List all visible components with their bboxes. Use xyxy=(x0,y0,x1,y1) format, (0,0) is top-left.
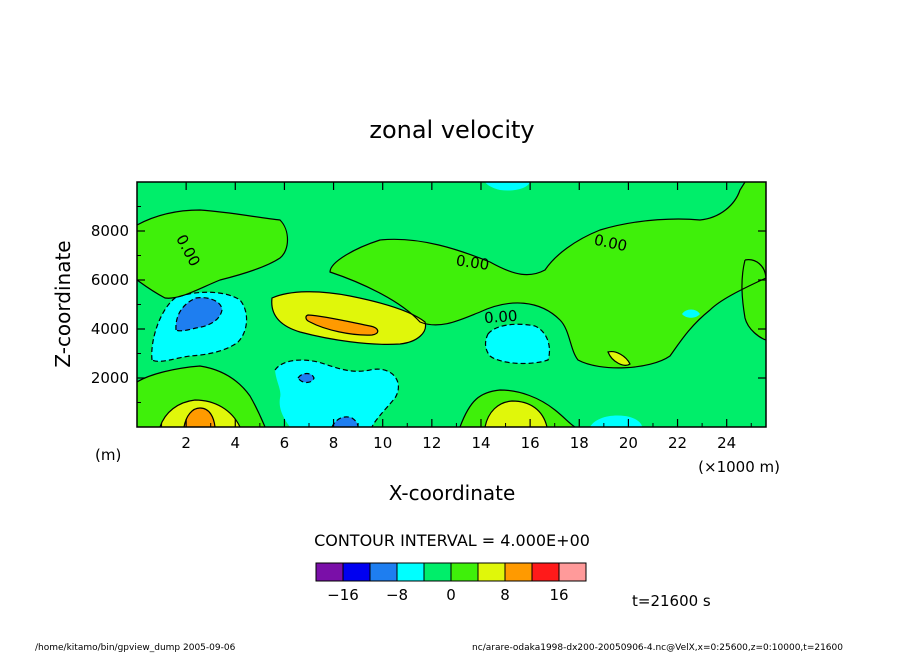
colorbar-swatch xyxy=(369,562,398,582)
colorbar-swatch xyxy=(315,562,344,582)
region-neg4-0-mid xyxy=(485,324,550,364)
x-axis: 2 4 6 8 10 12 14 16 18 20 22 24 xyxy=(161,182,752,452)
colorbar-tick-label: 8 xyxy=(500,586,510,604)
contour-lines-negative xyxy=(151,291,551,427)
colorbar-swatch xyxy=(423,562,452,582)
x-tick-label: 22 xyxy=(668,434,687,452)
x-scale-label: (×1000 m) xyxy=(698,458,780,476)
colorbar-swatch xyxy=(558,562,587,582)
contour-label: 0.00 xyxy=(455,251,491,273)
footer-right: nc/arare-odaka1998-dx200-20050906-4.nc@V… xyxy=(472,643,843,653)
x-tick-label: 2 xyxy=(181,434,191,452)
region-neg4-0-small xyxy=(682,309,700,318)
chart-title: zonal velocity xyxy=(369,116,534,144)
x-tick-label: 8 xyxy=(329,434,339,452)
colorbar-swatch xyxy=(342,562,371,582)
y-tick-label: 6000 xyxy=(91,271,129,289)
contour-label: 0.00 xyxy=(483,307,518,327)
y-axis: 2000 4000 6000 8000 xyxy=(91,206,766,403)
x-tick-label: 12 xyxy=(422,434,441,452)
region-4-8-small xyxy=(608,351,630,366)
contour-labels: 0.00 0.00 0.00 0.00 xyxy=(172,231,629,327)
time-label: t=21600 s xyxy=(632,592,711,610)
y-tick-label: 8000 xyxy=(91,222,129,240)
footer-left: /home/kitamo/bin/gpview_dump 2005-09-06 xyxy=(35,643,236,653)
x-tick-label: 20 xyxy=(619,434,638,452)
x-axis-title: X-coordinate xyxy=(389,481,516,505)
region-8-12-jet xyxy=(305,315,378,336)
colorbar-tick-label: −16 xyxy=(327,586,359,604)
region-4-8-bottom-mid xyxy=(485,401,547,427)
x-tick-label: 6 xyxy=(280,434,290,452)
x-tick-label: 24 xyxy=(717,434,736,452)
colorbar-swatch xyxy=(504,562,533,582)
colorbar xyxy=(315,562,587,582)
colorbar-tick-label: −8 xyxy=(386,586,408,604)
y-tick-label: 2000 xyxy=(91,369,129,387)
region-neg4-0-top xyxy=(485,182,530,191)
colorbar-swatch xyxy=(450,562,479,582)
region-0-4-left xyxy=(137,210,288,299)
region-neg8-neg4-small xyxy=(298,373,314,383)
region-8-12-bottom xyxy=(184,408,215,427)
colorbar-swatch xyxy=(396,562,425,582)
colorbar-tick-label: 16 xyxy=(549,586,568,604)
contour-interval: CONTOUR INTERVAL = 4.000E+00 xyxy=(314,531,590,550)
colorbar-tick-label: 0 xyxy=(446,586,456,604)
y-axis-title: Z-coordinate xyxy=(51,240,75,367)
x-tick-label: 16 xyxy=(521,434,540,452)
colorbar-swatch xyxy=(477,562,506,582)
y-tick-label: 4000 xyxy=(91,320,129,338)
colorbar-swatch xyxy=(531,562,560,582)
region-0-4-upper xyxy=(137,182,766,368)
x-unit-label: (m) xyxy=(95,446,121,464)
x-tick-label: 14 xyxy=(471,434,490,452)
x-tick-label: 10 xyxy=(373,434,392,452)
x-tick-label: 4 xyxy=(231,434,241,452)
region-neg8-neg4-left xyxy=(175,297,222,331)
colorbar-ticks: −16 −8 0 8 16 xyxy=(327,586,568,604)
contour-fill xyxy=(137,182,766,427)
contour-lines xyxy=(137,182,766,427)
x-tick-label: 18 xyxy=(570,434,589,452)
